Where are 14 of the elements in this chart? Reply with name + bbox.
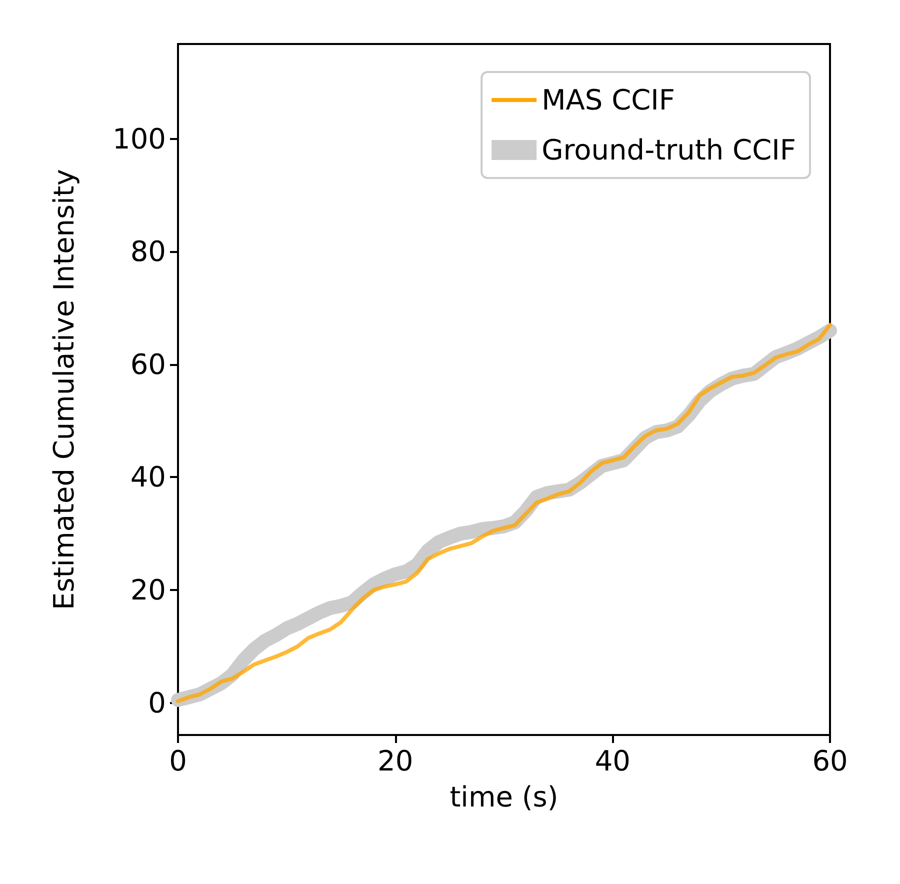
legend-label: MAS CCIF [542,84,676,116]
x-tick-label: 40 [594,744,630,778]
x-tick-label: 60 [812,744,848,778]
y-tick-label: 20 [130,574,166,607]
y-axis-title: Estimated Cumulative Intensity [48,169,80,610]
legend-label: Ground-truth CCIF [542,134,796,166]
x-tick-label: 0 [169,744,187,778]
x-axis-title: time (s) [450,780,558,814]
y-tick-label: 0 [148,686,166,720]
y-tick-label: 80 [130,235,166,268]
x-tick-label: 20 [378,744,414,778]
y-tick-label: 40 [130,460,166,494]
y-tick-label: 100 [112,122,166,156]
y-tick-label: 60 [130,348,166,381]
